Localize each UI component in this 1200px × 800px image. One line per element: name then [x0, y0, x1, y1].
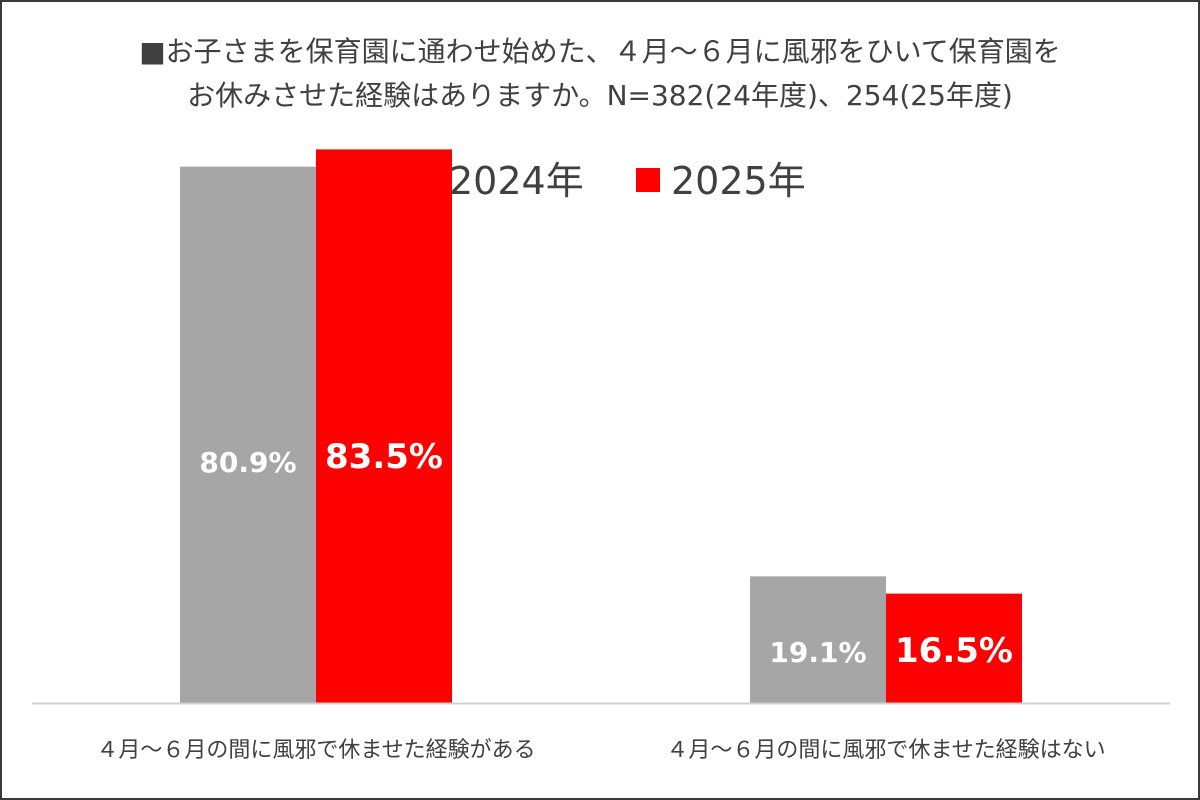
- legend-swatch-2: [636, 168, 660, 192]
- data-label-1-2: 83.5%: [325, 437, 443, 477]
- bar-2-2: [886, 593, 1022, 703]
- chart-title-line-1: ■お子さまを保育園に通わせ始めた、４月～６月に風邪をひいて保育園を: [139, 35, 1061, 68]
- category-label-2: ４月～６月の間に風邪で休ませた経験はない: [666, 738, 1105, 763]
- data-label-2-2: 16.5%: [895, 631, 1013, 671]
- bar-1-2: [316, 149, 452, 703]
- category-label-1: ４月～６月の間に風邪で休ませた経験がある: [96, 738, 535, 763]
- chart-title-line-2: お休みさせた経験はありますか。N=382(24年度)、254(25年度): [187, 79, 1013, 112]
- legend-label-2: 2025年: [671, 159, 806, 203]
- chart-title: ■お子さまを保育園に通わせ始めた、４月～６月に風邪をひいて保育園を お休みさせた…: [2, 30, 1198, 118]
- bar-1-1: [180, 166, 316, 703]
- data-label-2-1: 19.1%: [769, 636, 866, 669]
- bar-2-1: [750, 576, 886, 703]
- legend-label-1: 2024年: [449, 159, 584, 203]
- data-label-1-1: 80.9%: [199, 446, 296, 479]
